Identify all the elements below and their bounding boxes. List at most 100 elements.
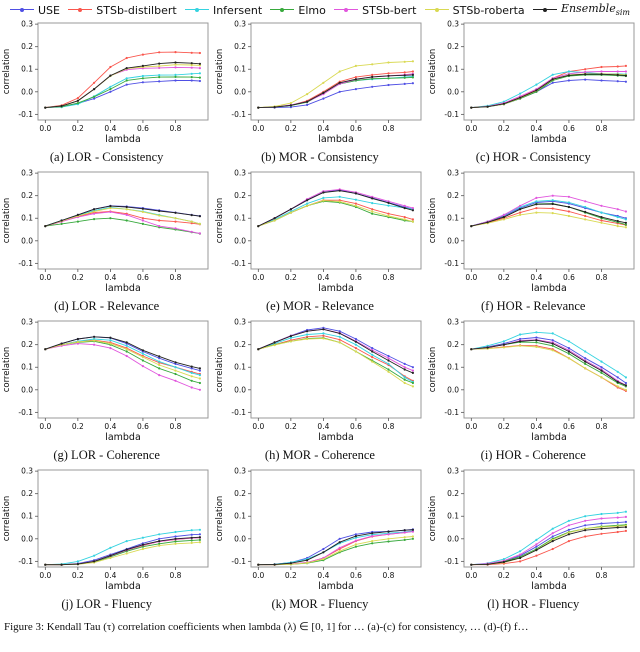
svg-text:0.6: 0.6 [350,124,362,133]
svg-text:0.6: 0.6 [350,422,362,431]
svg-text:0.2: 0.2 [498,124,510,133]
svg-text:0.4: 0.4 [104,273,116,282]
svg-text:correlation: correlation [215,198,225,244]
series-line-stsb-distilbert [471,65,627,109]
subplot-caption-j: (j) LOR - Fluency [61,597,152,611]
svg-text:0.4: 0.4 [531,124,543,133]
series-line-stsb-distilbert [258,71,413,109]
svg-text:0.6: 0.6 [563,273,575,282]
figure-caption: Figure 3: Kendall Tau (τ) correlation co… [4,621,529,633]
svg-text:0.3: 0.3 [447,20,459,29]
svg-text:0.1: 0.1 [447,214,459,223]
svg-text:lambda: lambda [318,432,354,443]
svg-text:0.6: 0.6 [137,571,149,580]
svg-text:correlation: correlation [428,347,438,393]
svg-text:0.8: 0.8 [382,273,394,282]
svg-text:-0.1: -0.1 [18,110,33,119]
series-line-use [258,189,413,227]
subplot-caption-d: (d) LOR - Relevance [54,299,160,313]
svg-text:0.2: 0.2 [498,571,510,580]
svg-text:0.6: 0.6 [350,273,362,282]
subplot-caption-f: (f) HOR - Relevance [481,299,586,313]
svg-text:-0.1: -0.1 [445,110,460,119]
series-line-elmo [258,76,413,109]
series-line-use [471,200,627,227]
charts-grid: 0.0 0.2 0.4 0.6 0.8 -0.1 0.0 0.1 0.2 0.3 lambda cor… [0,18,640,614]
svg-text:0.0: 0.0 [21,534,33,543]
series-line-infersent [471,511,627,566]
svg-text:0.2: 0.2 [72,571,84,580]
series-line-elmo [471,74,627,109]
legend-item-stsb-roberta: STSb-roberta [424,5,525,16]
svg-text:-0.1: -0.1 [445,408,460,417]
series-line-ensemble-sim [44,62,200,109]
svg-text:0.8: 0.8 [382,422,394,431]
legend-label: STSb-bert [362,3,417,17]
svg-text:0.8: 0.8 [382,124,394,133]
subplot-a: 0.0 0.2 0.4 0.6 0.8 -0.1 0.0 0.1 0.2 0.3 lambda cor… [0,18,213,167]
svg-text:lambda: lambda [531,581,567,592]
svg-text:0.0: 0.0 [21,87,33,96]
subplot-f: 0.0 0.2 0.4 0.6 0.8 -0.1 0.0 0.1 0.2 0.3 lambda cor… [427,167,640,316]
svg-text:0.2: 0.2 [234,340,246,349]
series-line-stsb-roberta [258,337,414,387]
series-line-infersent [44,529,200,566]
svg-text:0.1: 0.1 [447,363,459,372]
svg-text:lambda: lambda [318,283,354,294]
subplot-caption-i: (i) HOR - Coherence [480,448,586,462]
series-line-elmo [44,217,200,235]
subplot-f-canvas: 0.0 0.2 0.4 0.6 0.8 -0.1 0.0 0.1 0.2 0.3 lambda cor… [428,169,635,294]
svg-text:0.2: 0.2 [285,273,297,282]
legend-line-marker-icon [334,7,359,12]
svg-text:0.8: 0.8 [169,422,181,431]
svg-text:0.1: 0.1 [234,363,246,372]
legend-line-marker-icon [10,7,34,12]
legend-label: Infersent [212,3,263,17]
svg-text:0.0: 0.0 [252,571,264,580]
subplot-l: 0.0 0.2 0.4 0.6 0.8 -0.1 0.0 0.1 0.2 0.3 lambda cor… [427,465,640,614]
subplot-caption-b: (b) MOR - Consistency [261,150,379,164]
series-line-infersent [44,338,200,376]
svg-text:0.3: 0.3 [234,467,246,476]
subplot-j: 0.0 0.2 0.4 0.6 0.8 -0.1 0.0 0.1 0.2 0.3 lambda cor… [0,465,213,614]
svg-text:0.0: 0.0 [466,124,478,133]
series-line-elmo [44,76,200,109]
legend-line-marker-icon [270,7,295,12]
svg-text:0.3: 0.3 [234,318,246,327]
subplot-g-canvas: 0.0 0.2 0.4 0.6 0.8 -0.1 0.0 0.1 0.2 0.3 lambda cor… [2,318,209,443]
subplot-c-canvas: 0.0 0.2 0.4 0.6 0.8 -0.1 0.0 0.1 0.2 0.3 lambda cor… [428,20,635,145]
svg-text:lambda: lambda [531,432,567,443]
svg-text:0.8: 0.8 [596,124,608,133]
series-line-ensemble-sim [258,190,413,227]
subplot-c: 0.0 0.2 0.4 0.6 0.8 -0.1 0.0 0.1 0.2 0.3 lambda cor… [427,18,640,167]
svg-text:0.2: 0.2 [285,422,297,431]
svg-text:correlation: correlation [215,496,225,542]
svg-text:0.2: 0.2 [498,273,510,282]
svg-text:0.6: 0.6 [137,422,149,431]
chart-legend: USE STSb-distilbert Infersent Elmo STSb-bert… [0,0,640,18]
svg-text:0.0: 0.0 [39,571,51,580]
legend-label: STSb-distilbert [96,3,177,17]
svg-text:0.0: 0.0 [466,571,478,580]
legend-line-marker-icon [424,7,449,12]
subplot-b-canvas: 0.0 0.2 0.4 0.6 0.8 -0.1 0.0 0.1 0.2 0.3 lambda cor… [215,20,422,145]
svg-text:correlation: correlation [215,347,225,393]
subplot-b: 0.0 0.2 0.4 0.6 0.8 -0.1 0.0 0.1 0.2 0.3 lambda cor… [213,18,426,167]
subplot-l-canvas: 0.0 0.2 0.4 0.6 0.8 -0.1 0.0 0.1 0.2 0.3 lambda cor… [428,467,635,592]
series-line-ensemble-sim [258,74,413,109]
svg-text:0.3: 0.3 [21,169,33,178]
subplot-k: 0.0 0.2 0.4 0.6 0.8 -0.1 0.0 0.1 0.2 0.3 lambda cor… [213,465,426,614]
svg-text:-0.1: -0.1 [231,408,246,417]
series-line-stsb-roberta [258,200,413,227]
svg-text:lambda: lambda [105,581,141,592]
svg-text:0.6: 0.6 [137,124,149,133]
subplot-a-canvas: 0.0 0.2 0.4 0.6 0.8 -0.1 0.0 0.1 0.2 0.3 lambda cor… [2,20,209,145]
legend-label: USE [38,3,60,17]
svg-text:0.4: 0.4 [317,273,329,282]
svg-text:0.1: 0.1 [21,214,33,223]
series-line-stsb-roberta [44,541,200,566]
svg-text:0.0: 0.0 [466,273,478,282]
svg-text:0.2: 0.2 [21,42,33,51]
svg-text:0.0: 0.0 [234,236,246,245]
subplot-caption-e: (e) MOR - Relevance [265,299,374,313]
